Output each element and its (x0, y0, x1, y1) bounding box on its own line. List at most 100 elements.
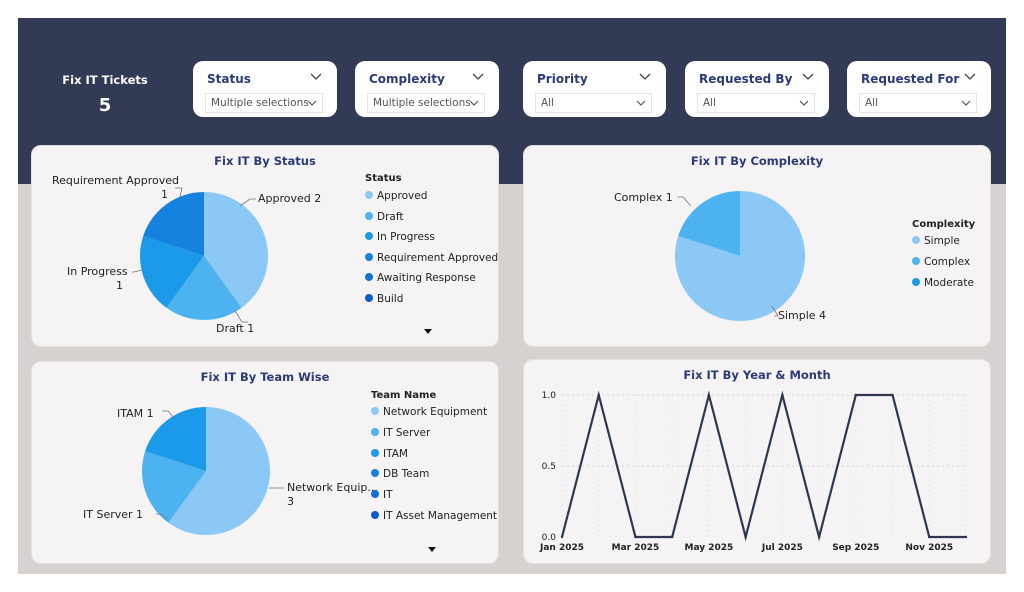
legend-item-requirement-approved[interactable]: Requirement Approved (365, 252, 498, 264)
chevron-down-icon (636, 100, 646, 106)
x-tick-label: Jan 2025 (539, 543, 584, 553)
data-point[interactable] (854, 393, 858, 397)
slicer-dropdown[interactable]: All (535, 93, 652, 113)
pie-slice-network-equipment[interactable] (168, 407, 270, 535)
team-pie-chart: ITAM 1 IT Server 1 Network Equip... 3 (83, 407, 378, 535)
legend-item-it[interactable]: IT (371, 489, 393, 501)
leader-line (239, 198, 256, 207)
kpi-value: 5 (98, 95, 112, 116)
slicer-dropdown[interactable]: Multiple selections (205, 93, 323, 113)
x-tick-label: Mar 2025 (612, 543, 660, 553)
data-point[interactable] (928, 535, 931, 539)
pie-slice-in-progress[interactable] (140, 236, 204, 308)
legend-item-complex[interactable]: Complex (912, 256, 970, 268)
pie-slice-approved[interactable] (204, 192, 268, 308)
data-point[interactable] (597, 393, 600, 397)
legend-item-simple[interactable]: Simple (912, 235, 960, 247)
slicer-value: All (865, 97, 879, 109)
pie-label-in-progress-count: 1 (116, 279, 123, 292)
slicer-status[interactable]: Status Multiple selections (193, 61, 337, 117)
line-chart: 0.0 0.5 1.0 Jan 2025 Mar 2025 May 2025 Jul 202… (539, 390, 968, 553)
slicer-dropdown[interactable]: All (859, 93, 977, 113)
line-card: Fix IT By Year & Month 0.0 0.5 1.0 Jan 2025… (523, 359, 991, 564)
slicer-title: Priority (537, 72, 588, 86)
pie-label-in-progress: In Progress (67, 265, 128, 278)
y-tick-label: 0.5 (542, 462, 556, 472)
legend-item-moderate[interactable]: Moderate (912, 277, 974, 289)
legend-title: Team Name (371, 390, 437, 401)
leader-line (175, 187, 183, 198)
dashboard: Fix IT Tickets 5 Status Multiple selecti… (18, 18, 1006, 574)
pie-label-req-approved: Requirement Approved (52, 174, 179, 187)
slicer-value: All (703, 97, 717, 109)
pie-slice-complex[interactable] (678, 191, 740, 256)
slicer-title: Status (207, 72, 251, 86)
slicer-dropdown[interactable]: Multiple selections (367, 93, 485, 113)
slicer-requested-for[interactable]: Requested For All (847, 61, 991, 117)
data-point[interactable] (670, 535, 674, 539)
leader-line (156, 513, 168, 520)
caret-down-icon[interactable] (428, 547, 436, 552)
data-point[interactable] (560, 535, 564, 539)
data-point[interactable] (707, 393, 711, 397)
data-point[interactable] (964, 535, 968, 539)
pie-label-draft: Draft 1 (216, 322, 254, 335)
legend-item-approved[interactable]: Approved (365, 190, 427, 202)
slicer-priority[interactable]: Priority All (523, 61, 666, 117)
chevron-down-icon (307, 100, 317, 106)
data-point[interactable] (817, 535, 821, 539)
chevron-down-icon[interactable] (471, 69, 485, 83)
x-tick-label: Jul 2025 (761, 543, 803, 553)
team-card: Fix IT By Team Wise ITAM 1 IT Server 1 N… (31, 361, 499, 564)
series-line[interactable] (560, 390, 966, 542)
chevron-down-icon[interactable] (963, 69, 977, 83)
legend-title: Complexity (912, 219, 976, 230)
pie-label-network: Network Equip... (287, 481, 378, 494)
y-tick-label: 1.0 (542, 391, 557, 401)
pie-label-req-approved-count: 1 (161, 188, 168, 201)
complexity-card: Fix IT By Complexity Complex 1 Simple 4 … (523, 145, 991, 347)
slicer-requested-by[interactable]: Requested By All (685, 61, 829, 117)
chevron-down-icon[interactable] (638, 69, 652, 83)
card-title: Fix IT By Complexity (690, 154, 824, 168)
data-point[interactable] (744, 535, 747, 539)
legend-item-network-equipment[interactable]: Network Equipment (371, 406, 487, 418)
data-point[interactable] (891, 393, 894, 397)
leader-line (234, 310, 248, 323)
legend-item-draft[interactable]: Draft (365, 211, 403, 223)
leader-line (162, 410, 175, 419)
pie-slice-it-server[interactable] (142, 451, 206, 523)
legend-item-it-server[interactable]: IT Server (371, 427, 430, 439)
slicer-value: All (541, 97, 555, 109)
legend-item-in-progress[interactable]: In Progress (365, 231, 435, 243)
chevron-down-icon (799, 100, 809, 106)
legend-item-awaiting-response[interactable]: Awaiting Response (365, 272, 476, 284)
x-tick-label: Sep 2025 (832, 543, 879, 553)
leader-line (132, 269, 143, 273)
legend-item-it-asset-management[interactable]: IT Asset Management (371, 510, 497, 522)
pie-slice-requirement-approved[interactable] (143, 192, 204, 256)
legend-item-build[interactable]: Build (365, 293, 403, 305)
legend-item-db-team[interactable]: DB Team (371, 468, 429, 480)
caret-down-icon[interactable] (424, 329, 432, 334)
x-tick-label: Nov 2025 (905, 543, 953, 553)
status-pie-chart: Approved 2 Draft 1 In Progress 1 Require… (52, 174, 321, 335)
data-point[interactable] (781, 393, 784, 397)
slicer-title: Requested By (699, 72, 793, 86)
data-point[interactable] (634, 535, 637, 539)
pie-label-complex: Complex 1 (614, 191, 673, 204)
card-title: Fix IT By Team Wise (200, 370, 330, 384)
complexity-pie-chart: Complex 1 Simple 4 (614, 191, 826, 322)
pie-slice-itam[interactable] (145, 407, 206, 471)
legend-item-itam[interactable]: ITAM (371, 448, 408, 460)
pie-slice-draft[interactable] (166, 256, 242, 320)
slicer-complexity[interactable]: Complexity Multiple selections (355, 61, 499, 117)
pie-label-approved: Approved 2 (258, 192, 321, 205)
chevron-down-icon[interactable] (309, 69, 323, 83)
chevron-down-icon[interactable] (801, 69, 815, 83)
slicer-dropdown[interactable]: All (697, 93, 815, 113)
leader-line (677, 196, 692, 207)
y-tick-label: 0.0 (542, 533, 557, 543)
legend-title: Status (365, 173, 402, 184)
card-title: Fix IT By Status (214, 154, 316, 168)
